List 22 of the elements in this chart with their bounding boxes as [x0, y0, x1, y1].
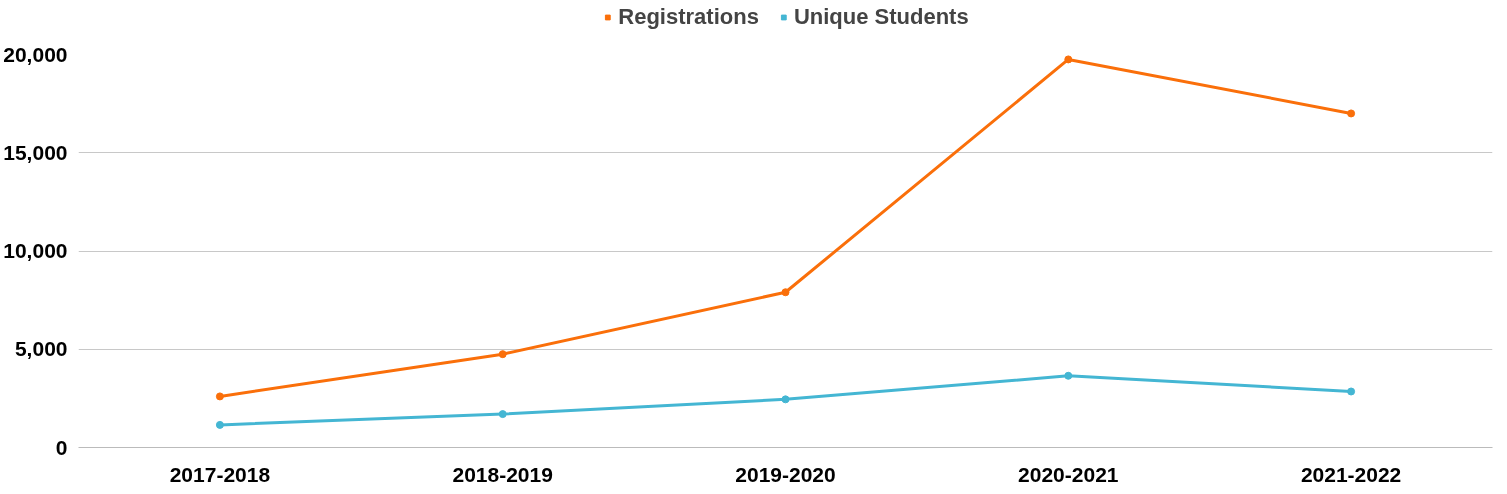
- point: [1064, 55, 1073, 64]
- point: [1347, 387, 1356, 396]
- point: [781, 395, 790, 404]
- x-tick-label: 2020-2021: [1018, 462, 1119, 486]
- y-tick-label: 5,000: [14, 337, 68, 361]
- point: [781, 288, 790, 297]
- y-tick-label: 0: [55, 435, 68, 459]
- point: [215, 420, 224, 429]
- x-tick-label: 2019-2020: [735, 462, 836, 486]
- x-tick-label: 2017-2018: [169, 462, 271, 486]
- y-tick-label: 20,000: [3, 42, 68, 66]
- point: [498, 350, 507, 359]
- legend-label: Unique Students: [793, 4, 969, 30]
- y-tick-label: 10,000: [3, 239, 68, 262]
- legend-label: Registrations: [618, 4, 759, 30]
- y-tick-label: 15,000: [3, 140, 68, 164]
- point: [498, 410, 507, 419]
- point: [1347, 109, 1356, 118]
- x-tick-label: 2018-2019: [452, 462, 553, 486]
- point: [1064, 371, 1073, 380]
- x-tick-label: 2021-2022: [1300, 462, 1402, 486]
- point: [215, 392, 224, 401]
